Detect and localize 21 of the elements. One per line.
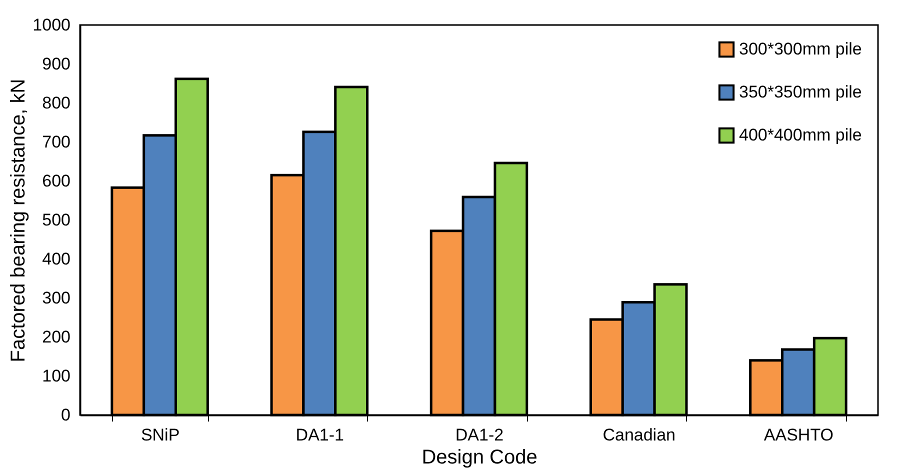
y-tick-label: 400 (42, 250, 70, 268)
y-tick-label: 500 (42, 210, 70, 230)
y-tick-label: 900 (42, 54, 70, 74)
x-tick-label: Canadian (602, 426, 676, 444)
y-tick-label: 0 (61, 406, 70, 424)
y-tick-label: 300 (42, 288, 70, 308)
legend-label: 400*400mm pile (739, 126, 862, 144)
y-tick-label: 200 (42, 328, 70, 346)
y-tick-label: 100 (42, 366, 70, 386)
x-tick-label: SNiP (140, 426, 180, 444)
y-tick-label: 800 (42, 94, 70, 112)
x-tick-label: DA1-2 (455, 426, 504, 444)
y-tick-label: 600 (42, 172, 70, 190)
x-tick-label: AASHTO (764, 426, 834, 444)
x-axis-title: Design Code (422, 446, 538, 468)
y-tick-label: 1000 (32, 16, 70, 34)
legend-label: 350*350mm pile (739, 82, 862, 102)
y-tick-label: 700 (42, 132, 70, 152)
legend-label: 300*300mm pile (739, 40, 862, 58)
x-tick-label: DA1-1 (296, 426, 344, 444)
y-axis-title: Factored bearing resistance, kN (8, 78, 30, 362)
